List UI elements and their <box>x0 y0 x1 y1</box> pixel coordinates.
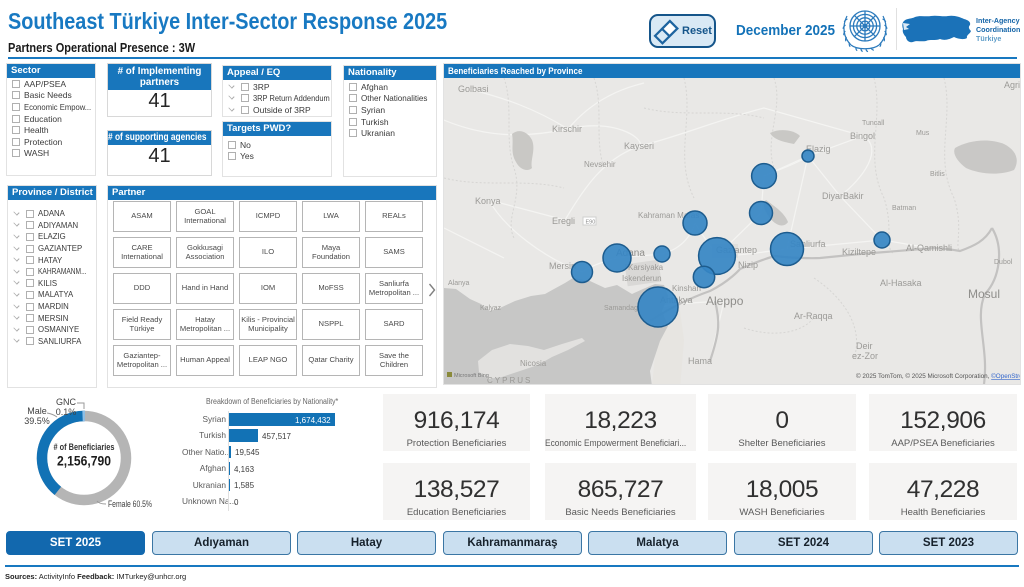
svg-text:Karsiyaka: Karsiyaka <box>628 263 664 272</box>
svg-text:Elazig: Elazig <box>806 144 831 154</box>
svg-text:Samandag: Samandag <box>604 305 638 312</box>
svg-text:Kirschir: Kirschir <box>552 124 582 134</box>
svg-text:Nicosia: Nicosia <box>520 359 547 368</box>
svg-text:Tuncall: Tuncall <box>862 120 885 127</box>
svg-text:39.5%: 39.5% <box>24 416 50 426</box>
svg-text:Dubol: Dubol <box>994 259 1013 266</box>
svg-text:CYPRUS: CYPRUS <box>487 376 532 384</box>
svg-text:Kinshan: Kinshan <box>672 284 701 293</box>
svg-text:Kiziltepe: Kiziltepe <box>842 247 876 257</box>
svg-text:GNC: GNC <box>56 397 77 407</box>
svg-text:DiyarBakir: DiyarBakir <box>822 191 864 201</box>
svg-text:Eregli: Eregli <box>552 216 575 226</box>
svg-text:Ar-Raqqa: Ar-Raqqa <box>794 311 833 321</box>
svg-text:E90: E90 <box>586 220 596 226</box>
svg-text:Batman: Batman <box>892 205 916 212</box>
svg-text:Mosul: Mosul <box>968 287 1000 301</box>
svg-text:Al-Qamishli: Al-Qamishli <box>906 243 952 253</box>
svg-text:Mus: Mus <box>916 130 930 137</box>
svg-text:Bitlis: Bitlis <box>930 171 945 178</box>
svg-text:Gaziantep: Gaziantep <box>716 245 757 255</box>
svg-text:Female 60.5%: Female 60.5% <box>108 499 152 509</box>
svg-text:Hama: Hama <box>688 356 712 366</box>
svg-text:© 2025 TomTom, © 2025 Microsof: © 2025 TomTom, © 2025 Microsoft Corporat… <box>856 372 1020 380</box>
svg-text:ez-Zor: ez-Zor <box>852 351 878 361</box>
svg-text:Mersin: Mersin <box>549 261 576 271</box>
svg-text:Alanya: Alanya <box>448 280 470 287</box>
svg-text:Male: Male <box>27 406 47 416</box>
svg-text:Golbasi: Golbasi <box>458 84 489 94</box>
svg-text:Konya: Konya <box>475 196 501 206</box>
svg-text:Agri: Agri <box>1004 80 1020 90</box>
svg-text:Aleppo: Aleppo <box>706 294 744 308</box>
svg-text:Sanliurfa: Sanliurfa <box>790 239 826 249</box>
svg-text:0.1%: 0.1% <box>56 407 77 417</box>
svg-text:Deir: Deir <box>856 341 873 351</box>
svg-text:Kahraman Maras: Kahraman Maras <box>638 211 699 220</box>
svg-text:# of Beneficiaries: # of Beneficiaries <box>54 442 115 453</box>
svg-text:Nizip: Nizip <box>738 260 758 270</box>
svg-text:2,156,790: 2,156,790 <box>57 453 111 469</box>
svg-text:Bingol: Bingol <box>850 131 875 141</box>
svg-text:Iskenderun: Iskenderun <box>622 274 662 283</box>
svg-text:Al-Hasaka: Al-Hasaka <box>880 278 922 288</box>
svg-text:Microsoft Bing: Microsoft Bing <box>454 373 489 379</box>
svg-text:Nevsehir: Nevsehir <box>584 160 616 169</box>
svg-text:Kalyaz: Kalyaz <box>480 305 502 312</box>
svg-text:Kayseri: Kayseri <box>624 141 654 151</box>
